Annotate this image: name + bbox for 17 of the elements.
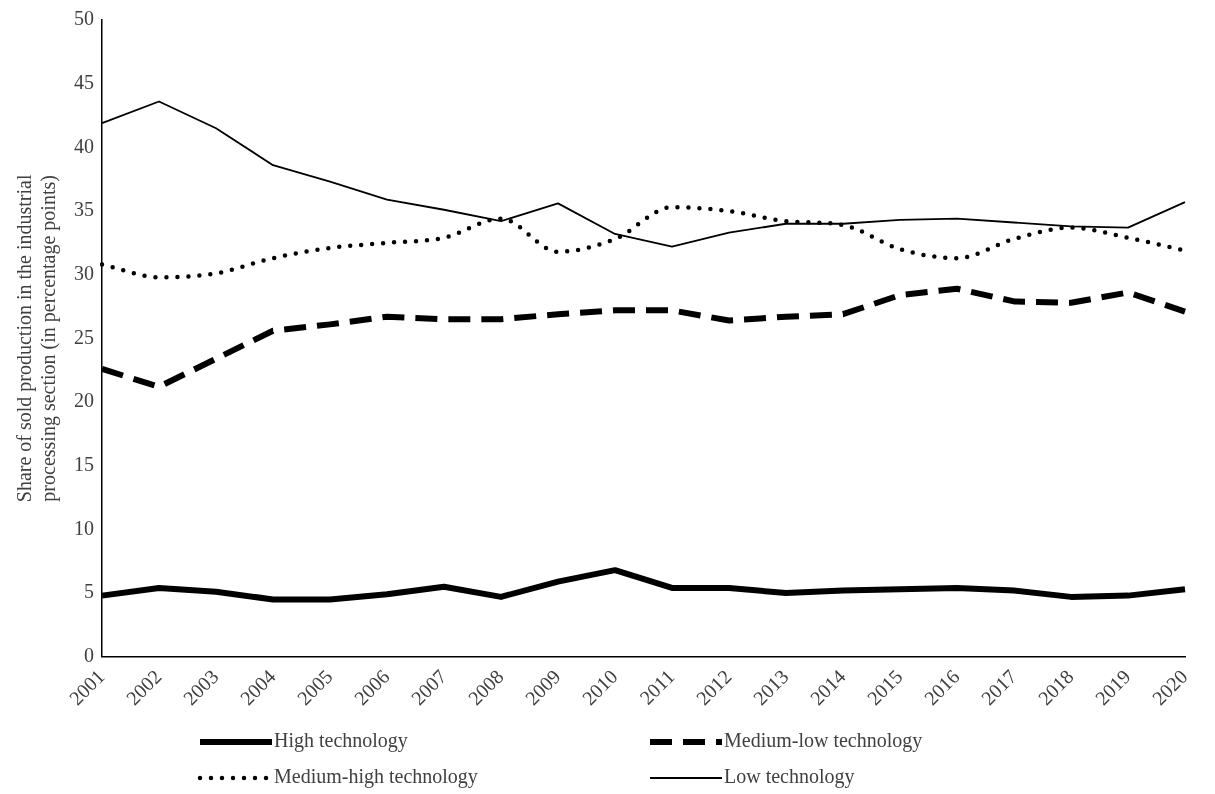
legend-label: High technology bbox=[274, 729, 408, 753]
y-tick-label: 25 bbox=[74, 325, 94, 348]
legend-label: Medium-high technology bbox=[274, 765, 478, 789]
legend-label: Medium-low technology bbox=[724, 729, 923, 753]
y-tick-label: 20 bbox=[74, 389, 94, 412]
y-tick-label: 50 bbox=[74, 7, 94, 30]
y-tick-label: 15 bbox=[74, 452, 94, 475]
x-tick-label: 2011 bbox=[635, 665, 679, 709]
y-axis-title: Share of sold production in the industrial processing section (in percentage points) bbox=[13, 174, 61, 503]
y-tick-label: 45 bbox=[74, 70, 94, 93]
y-tick-label: 30 bbox=[74, 261, 94, 284]
y-tick-label: 10 bbox=[74, 516, 94, 539]
y-tick-label: 0 bbox=[84, 644, 94, 666]
legend-label: Low technology bbox=[724, 765, 855, 789]
y-tick-label: 5 bbox=[84, 580, 94, 603]
y-tick-label: 40 bbox=[74, 134, 94, 157]
y-tick-label: 35 bbox=[74, 198, 94, 221]
